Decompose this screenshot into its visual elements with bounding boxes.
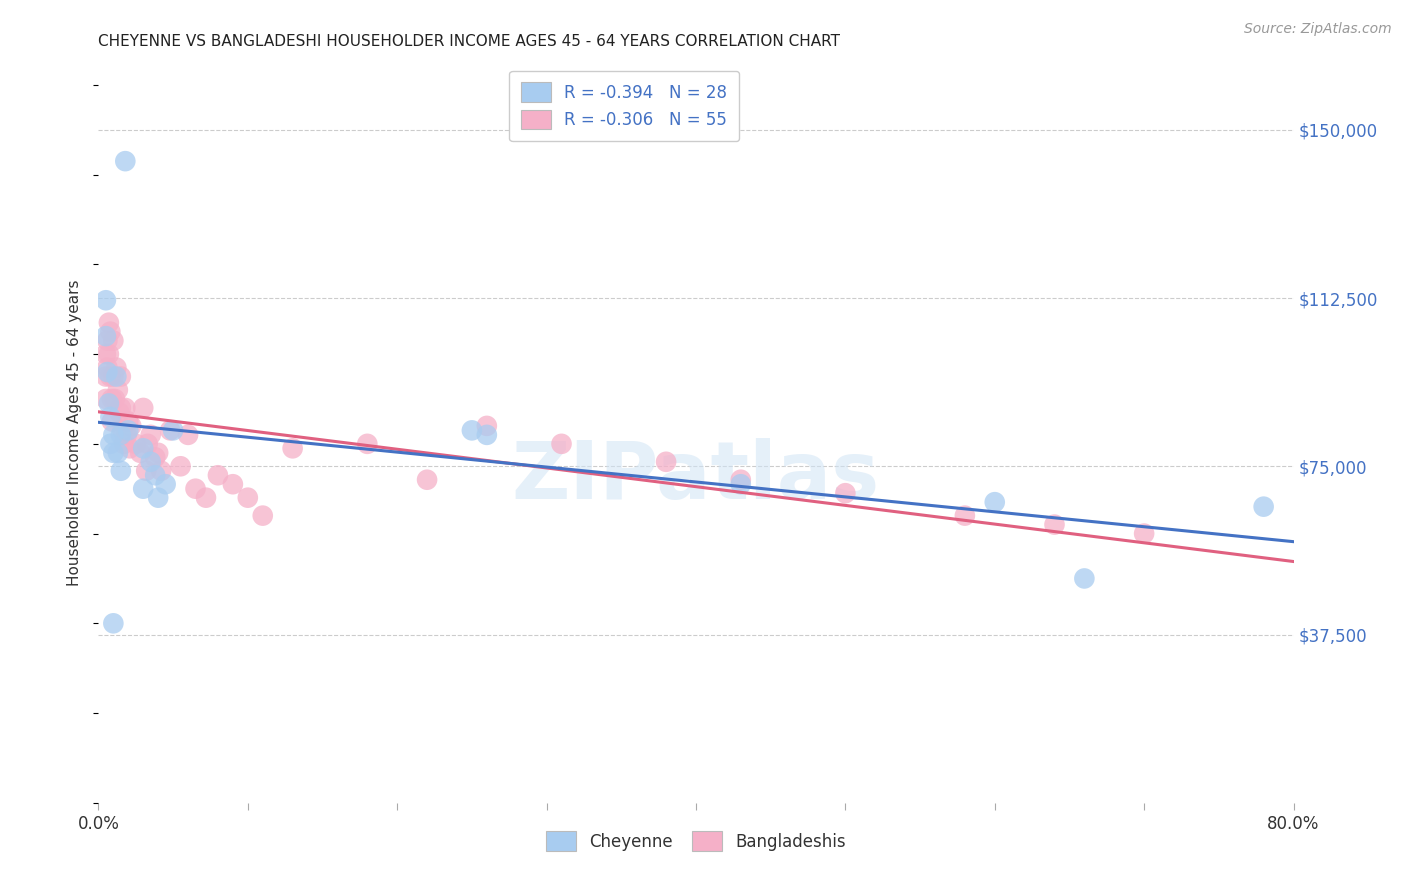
Point — [143, 468, 166, 483]
Point — [97, 316, 120, 330]
Point — [110, 401, 132, 415]
Point — [105, 360, 128, 375]
Point — [252, 508, 274, 523]
Point — [117, 414, 139, 428]
Point — [159, 423, 181, 437]
Point — [136, 437, 159, 451]
Point — [94, 347, 117, 361]
Point — [114, 401, 136, 415]
Point — [110, 428, 132, 442]
Point — [195, 491, 218, 505]
Point — [150, 464, 173, 478]
Point — [132, 482, 155, 496]
Point — [101, 392, 124, 406]
Point — [98, 409, 122, 424]
Point — [103, 616, 125, 631]
Point — [132, 442, 155, 456]
Point — [148, 446, 170, 460]
Point — [984, 495, 1007, 509]
Point — [207, 468, 229, 483]
Point — [111, 423, 134, 437]
Point — [94, 293, 117, 308]
Point — [475, 428, 498, 442]
Point — [162, 423, 184, 437]
Point — [98, 437, 122, 451]
Text: Source: ZipAtlas.com: Source: ZipAtlas.com — [1244, 22, 1392, 37]
Point — [139, 455, 162, 469]
Point — [96, 334, 118, 348]
Point — [655, 455, 678, 469]
Point — [94, 369, 117, 384]
Point — [103, 428, 125, 442]
Point — [94, 392, 117, 406]
Point — [103, 446, 125, 460]
Point — [110, 369, 132, 384]
Point — [96, 360, 118, 375]
Point — [148, 491, 170, 505]
Point — [169, 459, 191, 474]
Point — [177, 428, 200, 442]
Point — [1073, 571, 1095, 585]
Point — [461, 423, 484, 437]
Point — [834, 486, 856, 500]
Point — [416, 473, 439, 487]
Point — [132, 401, 155, 415]
Point — [356, 437, 378, 451]
Point — [117, 423, 139, 437]
Point — [184, 482, 207, 496]
Point — [143, 450, 166, 465]
Point — [155, 477, 177, 491]
Point — [105, 369, 128, 384]
Point — [125, 437, 148, 451]
Point — [103, 334, 125, 348]
Point — [110, 464, 132, 478]
Y-axis label: Householder Income Ages 45 - 64 years: Householder Income Ages 45 - 64 years — [67, 279, 83, 586]
Point — [107, 383, 129, 397]
Point — [98, 369, 122, 384]
Point — [730, 473, 752, 487]
Point — [475, 418, 498, 433]
Point — [1133, 526, 1156, 541]
Point — [120, 418, 142, 433]
Point — [104, 392, 127, 406]
Point — [97, 347, 120, 361]
Point — [281, 442, 304, 456]
Point — [139, 428, 162, 442]
Point — [550, 437, 572, 451]
Point — [101, 414, 124, 428]
Legend: Cheyenne, Bangladeshis: Cheyenne, Bangladeshis — [538, 825, 853, 857]
Point — [1043, 517, 1066, 532]
Point — [129, 446, 152, 460]
Point — [118, 442, 141, 456]
Point — [222, 477, 245, 491]
Point — [115, 428, 138, 442]
Point — [953, 508, 976, 523]
Point — [94, 329, 117, 343]
Text: ZIPatlas: ZIPatlas — [512, 438, 880, 516]
Point — [103, 369, 125, 384]
Point — [108, 405, 131, 419]
Point — [96, 365, 118, 379]
Point — [97, 396, 120, 410]
Point — [112, 437, 135, 451]
Point — [236, 491, 259, 505]
Point — [114, 154, 136, 169]
Text: CHEYENNE VS BANGLADESHI HOUSEHOLDER INCOME AGES 45 - 64 YEARS CORRELATION CHART: CHEYENNE VS BANGLADESHI HOUSEHOLDER INCO… — [98, 34, 841, 49]
Point — [135, 464, 157, 478]
Point — [98, 325, 122, 339]
Point — [730, 477, 752, 491]
Point — [1253, 500, 1275, 514]
Point — [107, 446, 129, 460]
